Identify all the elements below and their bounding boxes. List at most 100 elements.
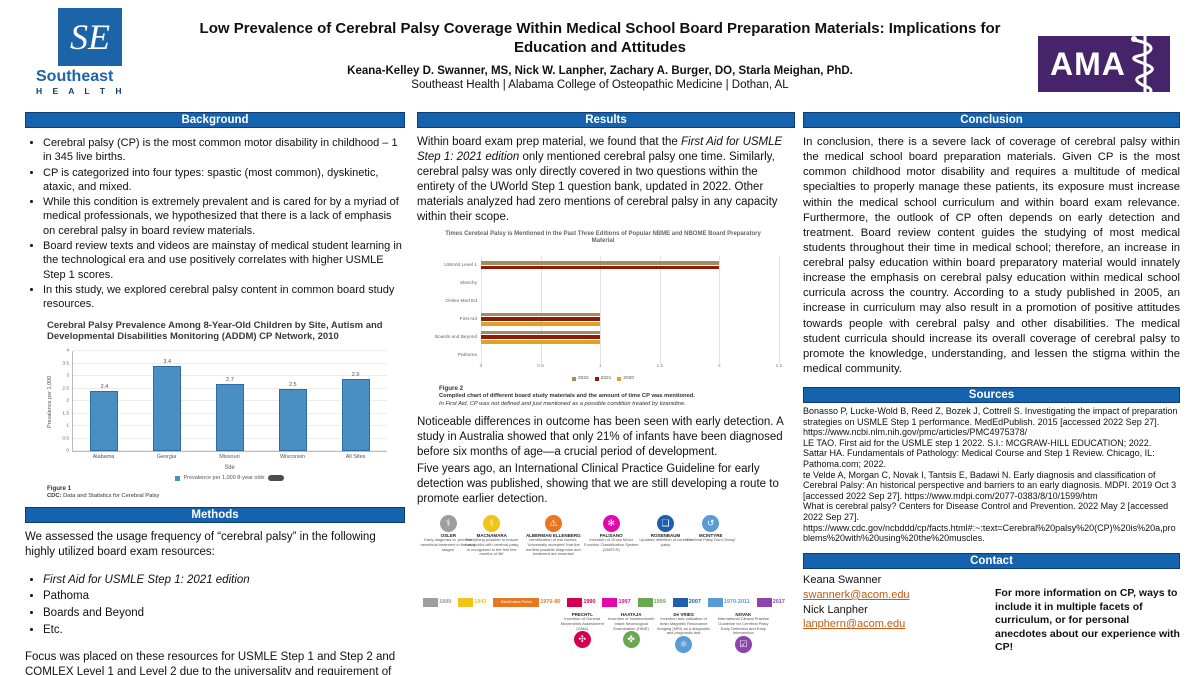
timeline-event-desc: Early diagnosis to 'promote beneficial t… bbox=[420, 536, 477, 552]
bar-group bbox=[481, 346, 779, 364]
timeline-event: HAATAJA Invention of Hammersmith Infant N… bbox=[603, 611, 659, 649]
figure1-legend: Prevalence per 1,000 8-year olds bbox=[72, 475, 387, 482]
figure1-title: Cerebral Palsy Prevalence Among 8-Year-O… bbox=[47, 319, 383, 343]
bar bbox=[153, 366, 182, 452]
y-tick-label: 0.5 bbox=[62, 436, 69, 442]
bar bbox=[481, 340, 601, 344]
timeline-event-name: PALISANO bbox=[599, 532, 623, 538]
y-tick-label: 1 bbox=[66, 423, 69, 429]
checklist-icon: ☑ bbox=[734, 636, 752, 654]
infant-movements-icon: ✣ bbox=[573, 631, 591, 649]
bar-group bbox=[481, 328, 779, 346]
timeline-year-segment: 1990 bbox=[567, 597, 596, 607]
legend-label: 2022 bbox=[577, 376, 589, 382]
gridline bbox=[540, 256, 542, 365]
bar-value-label: 2.5 bbox=[288, 381, 297, 388]
figure1-x-axis-label: Site bbox=[224, 465, 235, 472]
figure1-caption: Figure 1 CDC: Data and Statistics for Ce… bbox=[47, 485, 405, 501]
methods-heading: Methods bbox=[25, 506, 405, 523]
x-tick-label: Wisconsin bbox=[279, 454, 306, 461]
legend-swatch bbox=[571, 376, 576, 381]
timeline-year-segment: 1943 bbox=[458, 597, 487, 607]
timeline-event: ↺ MCINTYRE 'Cerebral Palsy Don't Delay' bbox=[683, 514, 739, 543]
book-icon: ❏ bbox=[657, 514, 675, 532]
column-conclusion-sources-contact: Conclusion In conclusion, there is a sev… bbox=[803, 112, 1180, 655]
timeline-year-label: 1990 bbox=[583, 599, 596, 606]
timeline-event-desc: Invention of General Movements Assessmen… bbox=[560, 615, 604, 631]
gridline bbox=[719, 256, 721, 365]
bars-area: 2.4 3.4 2.7 2.5 2.9 bbox=[73, 351, 387, 452]
timeline-event-name: ROSENBAUM bbox=[650, 532, 681, 538]
methods-resource-list: First Aid for USMLE Step 1: 2021 edition… bbox=[25, 572, 405, 639]
methods-resource: Etc. bbox=[43, 622, 405, 639]
gridline bbox=[73, 350, 387, 352]
figure2-category-labels: UWorld Level 1 Sketchy Online Med Ed First … bbox=[427, 256, 481, 364]
figure1-y-axis-label: Prevalence per 1,000 bbox=[47, 375, 53, 428]
figure1-chart: Cerebral Palsy Prevalence Among 8-Year-O… bbox=[47, 320, 387, 482]
bar bbox=[481, 317, 601, 322]
timeline-year-block bbox=[637, 597, 653, 607]
legend-item: 2020 bbox=[617, 376, 634, 381]
timeline-year-label: 1943 bbox=[474, 599, 487, 606]
contact-heading: Contact bbox=[803, 552, 1180, 569]
figure2-legend: 2022 2021 2020 bbox=[427, 376, 779, 381]
methods-outro: Focus was placed on these resources for … bbox=[25, 651, 396, 675]
background-bullets: Cerebral palsy (CP) is the most common m… bbox=[25, 136, 405, 312]
gymnast-icon: ✻ bbox=[602, 514, 620, 532]
background-bullet: In this study, we explored cerebral pals… bbox=[43, 283, 405, 312]
figure3-yearbar: 1889 1943 Silent/Latent Period 1970-80 1990 1… bbox=[423, 597, 785, 608]
se-logo-name: Southeast bbox=[36, 68, 114, 85]
x-tick-label: Missouri bbox=[219, 454, 240, 461]
conclusion-heading: Conclusion bbox=[803, 112, 1180, 128]
gridline bbox=[73, 362, 387, 364]
timeline-event-desc: International Clinical Practice Guidelin… bbox=[717, 615, 770, 636]
results-heading: Results bbox=[417, 112, 795, 128]
contact-name: Nick Lanpher bbox=[803, 603, 868, 616]
caduceus-icon bbox=[1131, 34, 1154, 95]
figure1-plot: 2.4 3.4 2.7 2.5 2.9 bbox=[72, 350, 387, 453]
source-reference: te Velde A, Morgan C, Novak I, Tantsis E… bbox=[803, 469, 1177, 501]
methods-intro: We assessed the usage frequency of “cere… bbox=[25, 530, 376, 558]
y-tick-label: 2 bbox=[66, 398, 69, 404]
ama-logo: AMA bbox=[1038, 34, 1170, 95]
contact-email-link[interactable]: lanphern@acom.edu bbox=[803, 618, 906, 631]
bar-value-label: 2.4 bbox=[100, 384, 109, 391]
sources-list: Bonasso P, Lucke-Wold B, Reed Z, Bozek J… bbox=[803, 406, 1180, 544]
bar bbox=[90, 391, 119, 452]
timeline-event-name: HAATAJA bbox=[620, 611, 642, 617]
timeline-event: ✻ PALISANO Invention of Gross Motor Functi… bbox=[583, 514, 639, 552]
bar bbox=[481, 265, 720, 270]
timeline-year-segment: 1999 bbox=[637, 597, 666, 607]
timeline-year-block bbox=[458, 597, 474, 607]
legend-swatch bbox=[617, 376, 622, 381]
figure2-caption-line2: In First Aid, CP was not defined and jus… bbox=[439, 400, 686, 407]
timeline-year-segment: 1997 bbox=[602, 597, 631, 607]
timeline-event: PRECHTL Invention of General Movements As… bbox=[554, 611, 610, 649]
methods-resource: Boards and Beyond bbox=[43, 605, 405, 622]
column-background-methods: Background Cerebral palsy (CP) is the mo… bbox=[25, 112, 405, 675]
methods-resource: First Aid for USMLE Step 1: 2021 edition bbox=[43, 572, 405, 589]
timeline-year-block bbox=[672, 597, 688, 607]
bar bbox=[481, 261, 720, 265]
legend-item: 2021 bbox=[594, 376, 611, 381]
timeline-event: NOVAK International Clinical Practice Gui… bbox=[715, 611, 771, 654]
contact-email-link[interactable]: swannerk@acom.edu bbox=[803, 588, 910, 601]
timeline-event-name: De VRIES bbox=[673, 611, 694, 617]
timeline-event-name: OSLER bbox=[440, 532, 457, 538]
ama-logo-text: AMA bbox=[1050, 45, 1126, 82]
legend-label: 2020 bbox=[623, 376, 634, 382]
y-tick-label: 1.5 bbox=[62, 411, 69, 417]
timeline-year-block bbox=[602, 597, 618, 607]
legend-item: 2022 bbox=[571, 376, 589, 382]
contact-name: Keana Swanner bbox=[803, 573, 882, 586]
timeline-event-name: MCINTYRE bbox=[699, 532, 723, 538]
x-tick-label: 1.5 bbox=[656, 364, 664, 370]
gridline bbox=[481, 256, 482, 365]
results-paragraph-3: Five years ago, an International Clinica… bbox=[417, 463, 779, 506]
timeline-year-label: 1970-80 bbox=[540, 599, 561, 606]
bar-group bbox=[481, 292, 779, 310]
x-tick-label: 2 bbox=[718, 364, 721, 370]
legend-label: Prevalence per 1,000 8-year olds bbox=[183, 475, 265, 482]
figure1-number: Figure 1 bbox=[47, 485, 72, 493]
bar-value-label: 3.4 bbox=[163, 359, 172, 366]
